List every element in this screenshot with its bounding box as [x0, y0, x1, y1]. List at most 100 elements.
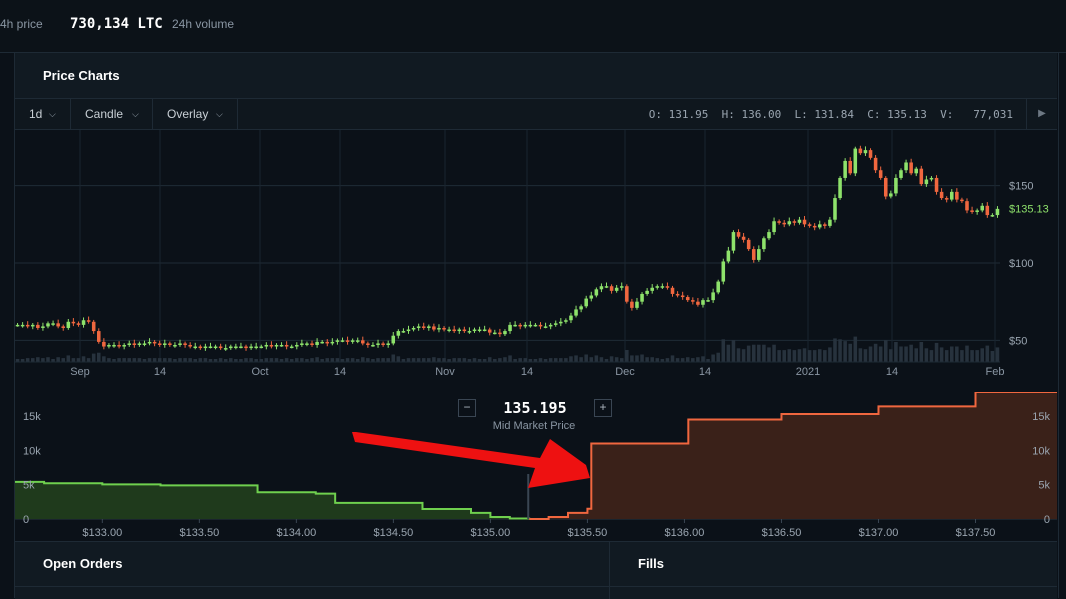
interval-dropdown[interactable]: 1d ⌵: [15, 99, 71, 129]
candle: [569, 315, 573, 321]
volume-bar: [218, 358, 223, 362]
candle: [812, 225, 817, 228]
zoom-in-button[interactable]: +: [594, 399, 612, 417]
play-icon[interactable]: ▶: [1026, 99, 1057, 129]
volume-bar: [391, 354, 396, 362]
x-tick-label: Nov: [435, 366, 455, 378]
candle: [41, 326, 45, 328]
volume-bar: [96, 352, 101, 362]
candle: [721, 261, 726, 282]
volume-bar: [955, 346, 959, 362]
volume-bar: [355, 359, 360, 362]
x-tick-label: $134.50: [373, 527, 413, 539]
candle: [726, 250, 731, 262]
candle: [36, 324, 40, 328]
volume-bar: [457, 358, 462, 362]
depth-chart[interactable]: $133.00 $133.50 $134.00 $134.50 $135.00 $135.…: [15, 391, 1057, 540]
volume-bar: [41, 358, 45, 362]
candle: [650, 287, 654, 291]
volume-bar: [345, 358, 350, 362]
volume-bar: [56, 357, 60, 362]
candle: [868, 150, 873, 158]
candle: [107, 344, 111, 347]
volume-bar: [203, 358, 208, 362]
candle: [955, 191, 959, 200]
chart-type-dropdown[interactable]: Candle ⌵: [71, 99, 153, 129]
y-tick-label: $150: [1009, 181, 1033, 193]
x-tick-label: $134.00: [276, 527, 316, 539]
volume-bar: [188, 358, 192, 362]
candle: [589, 295, 594, 299]
volume-bar: [990, 351, 995, 362]
candle: [137, 343, 142, 345]
candle: [289, 346, 294, 349]
candle: [711, 292, 715, 301]
y-tick-label-left: 0: [23, 514, 29, 526]
candle: [741, 236, 746, 240]
candle: [437, 327, 441, 330]
candle: [427, 326, 431, 328]
candle: [229, 346, 233, 349]
volume-bar: [751, 344, 756, 362]
candle: [482, 329, 487, 332]
volume-bar: [366, 358, 370, 362]
candle: [508, 324, 512, 332]
volume-bar: [381, 358, 385, 362]
volume-bar: [432, 357, 436, 362]
volume-bar: [462, 358, 467, 362]
candle: [168, 343, 172, 345]
volume-bar: [295, 358, 299, 362]
candle: [183, 343, 187, 345]
candle: [401, 331, 406, 333]
candle: [619, 286, 624, 288]
zoom-out-button[interactable]: −: [458, 399, 476, 417]
price-chart-background: [15, 130, 1057, 380]
candle: [56, 323, 60, 327]
candle: [802, 219, 807, 225]
price-chart[interactable]: Sep 14 Oct 14 Nov 14 Dec 14 2021 14 Feb $150 $100 $5…: [15, 130, 1057, 380]
chevron-down-icon: ⌵: [49, 109, 56, 119]
candle: [883, 177, 888, 197]
volume-bar: [249, 358, 253, 362]
candle: [909, 162, 913, 174]
volume-bar: [234, 359, 238, 362]
volume-bar: [787, 349, 792, 362]
candle: [163, 343, 167, 345]
overlay-value: Overlay: [167, 107, 209, 121]
volume-bar: [71, 358, 76, 362]
volume-bar: [569, 356, 573, 362]
candle: [528, 324, 533, 327]
volume-bar: [193, 359, 198, 362]
candle: [564, 320, 568, 322]
chevron-down-icon: ⌵: [132, 109, 139, 119]
candle: [970, 210, 974, 212]
volume-bar: [685, 357, 690, 362]
candle: [188, 344, 192, 347]
candle: [670, 287, 675, 294]
candle: [574, 309, 578, 316]
candle: [102, 341, 106, 347]
candle: [46, 323, 50, 327]
volume-bar: [625, 350, 629, 362]
volume-bar: [477, 359, 482, 362]
price-charts-header: Price Charts: [15, 53, 1057, 99]
volume-bar: [817, 349, 822, 362]
candle: [406, 329, 411, 332]
volume-bar: [823, 350, 827, 362]
volume-bar: [406, 358, 411, 362]
volume-bar: [91, 353, 96, 362]
volume-bar: [259, 359, 264, 362]
candle: [96, 331, 101, 342]
volume-bar: [361, 357, 365, 362]
candle: [234, 346, 238, 349]
volume-bar: [792, 350, 797, 362]
volume-bar: [665, 358, 670, 362]
candle: [330, 341, 335, 344]
candle: [325, 341, 330, 344]
volume-bar: [843, 341, 847, 362]
overlay-dropdown[interactable]: Overlay ⌵: [153, 99, 238, 129]
volume-bar: [20, 359, 25, 362]
y-tick-label-right: 0: [1044, 514, 1050, 526]
volume-bar: [762, 344, 766, 362]
candle: [350, 340, 355, 342]
